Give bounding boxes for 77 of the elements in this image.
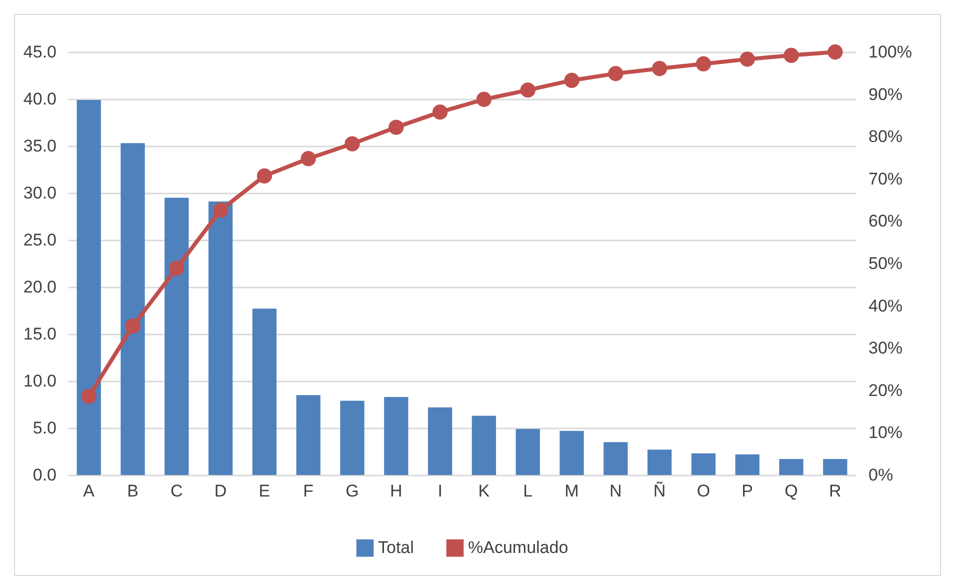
- y2-tick-label: 30%: [868, 338, 903, 358]
- bar: [76, 100, 101, 475]
- legend-label: Total: [378, 538, 414, 558]
- x-tick-label: M: [564, 482, 579, 500]
- y2-tick-label: 20%: [868, 380, 903, 400]
- point: [300, 151, 316, 166]
- bar: [560, 430, 584, 475]
- point: [212, 202, 228, 218]
- y2-tick-label: 40%: [868, 296, 903, 316]
- bar: [779, 459, 804, 475]
- point: [608, 66, 624, 82]
- x-tick-label: F: [303, 482, 314, 500]
- x-tick-label: G: [346, 482, 359, 500]
- y-tick-label: 25.0: [23, 230, 56, 250]
- point: [784, 48, 799, 63]
- y2-tick-label: 80%: [868, 127, 903, 146]
- legend-label: %Acumulado: [468, 538, 568, 558]
- point: [344, 136, 360, 152]
- y2-tick-label: 60%: [868, 212, 903, 231]
- y2-tick-label: 70%: [868, 169, 903, 188]
- x-tick-label: I: [438, 482, 442, 500]
- y2-tick-label: 0%: [868, 466, 894, 484]
- bar: [735, 454, 760, 475]
- y-tick-label: 10.0: [23, 372, 56, 390]
- point: [828, 44, 843, 60]
- y2-tick-label: 90%: [868, 84, 903, 104]
- x-tick-label: E: [258, 482, 270, 500]
- bar: [296, 395, 320, 475]
- point: [696, 56, 712, 72]
- bar: [384, 396, 408, 475]
- x-tick-label: L: [523, 482, 533, 500]
- y2-tick-label: 50%: [868, 254, 903, 273]
- bar: [164, 198, 189, 475]
- x-tick-label: C: [170, 482, 183, 500]
- x-tick-label: P: [742, 482, 754, 500]
- bar: [516, 428, 540, 475]
- bar: [472, 416, 496, 475]
- bar: [120, 143, 145, 475]
- bar: [647, 450, 672, 475]
- x-tick-label: B: [127, 482, 138, 500]
- point: [740, 52, 755, 67]
- bar: [208, 201, 233, 475]
- y-tick-label: 20.0: [23, 278, 56, 296]
- bar: [428, 407, 452, 475]
- point: [432, 104, 448, 120]
- bar: [691, 453, 716, 475]
- bar: [823, 459, 848, 475]
- y-tick-label: 30.0: [23, 184, 56, 202]
- x-tick-label: Ñ: [653, 482, 666, 500]
- bar: [340, 400, 364, 475]
- y-tick-label: 35.0: [23, 136, 56, 156]
- x-tick-label: A: [83, 482, 96, 500]
- point: [125, 318, 140, 334]
- x-tick-label: K: [478, 482, 490, 500]
- x-tick-label: O: [696, 482, 710, 500]
- point: [476, 92, 492, 107]
- x-tick-label: D: [214, 482, 227, 500]
- x-tick-label: Q: [784, 482, 798, 500]
- x-tick-label: H: [390, 482, 402, 500]
- bar: [252, 308, 277, 475]
- point: [256, 168, 272, 184]
- point: [652, 60, 668, 76]
- y-tick-label: 15.0: [23, 324, 56, 344]
- point: [388, 120, 404, 135]
- y-tick-label: 5.0: [32, 418, 56, 438]
- x-tick-label: R: [829, 482, 842, 500]
- point: [564, 72, 580, 88]
- y-tick-label: 40.0: [23, 90, 56, 108]
- y2-tick-label: 10%: [868, 423, 903, 442]
- x-tick-label: N: [610, 482, 622, 500]
- point: [520, 82, 536, 98]
- point: [169, 260, 184, 276]
- y2-tick-label: 100%: [868, 42, 912, 62]
- point: [81, 388, 96, 404]
- y-tick-label: 45.0: [23, 42, 56, 62]
- bar: [604, 442, 628, 475]
- y-tick-label: 0.0: [32, 466, 56, 484]
